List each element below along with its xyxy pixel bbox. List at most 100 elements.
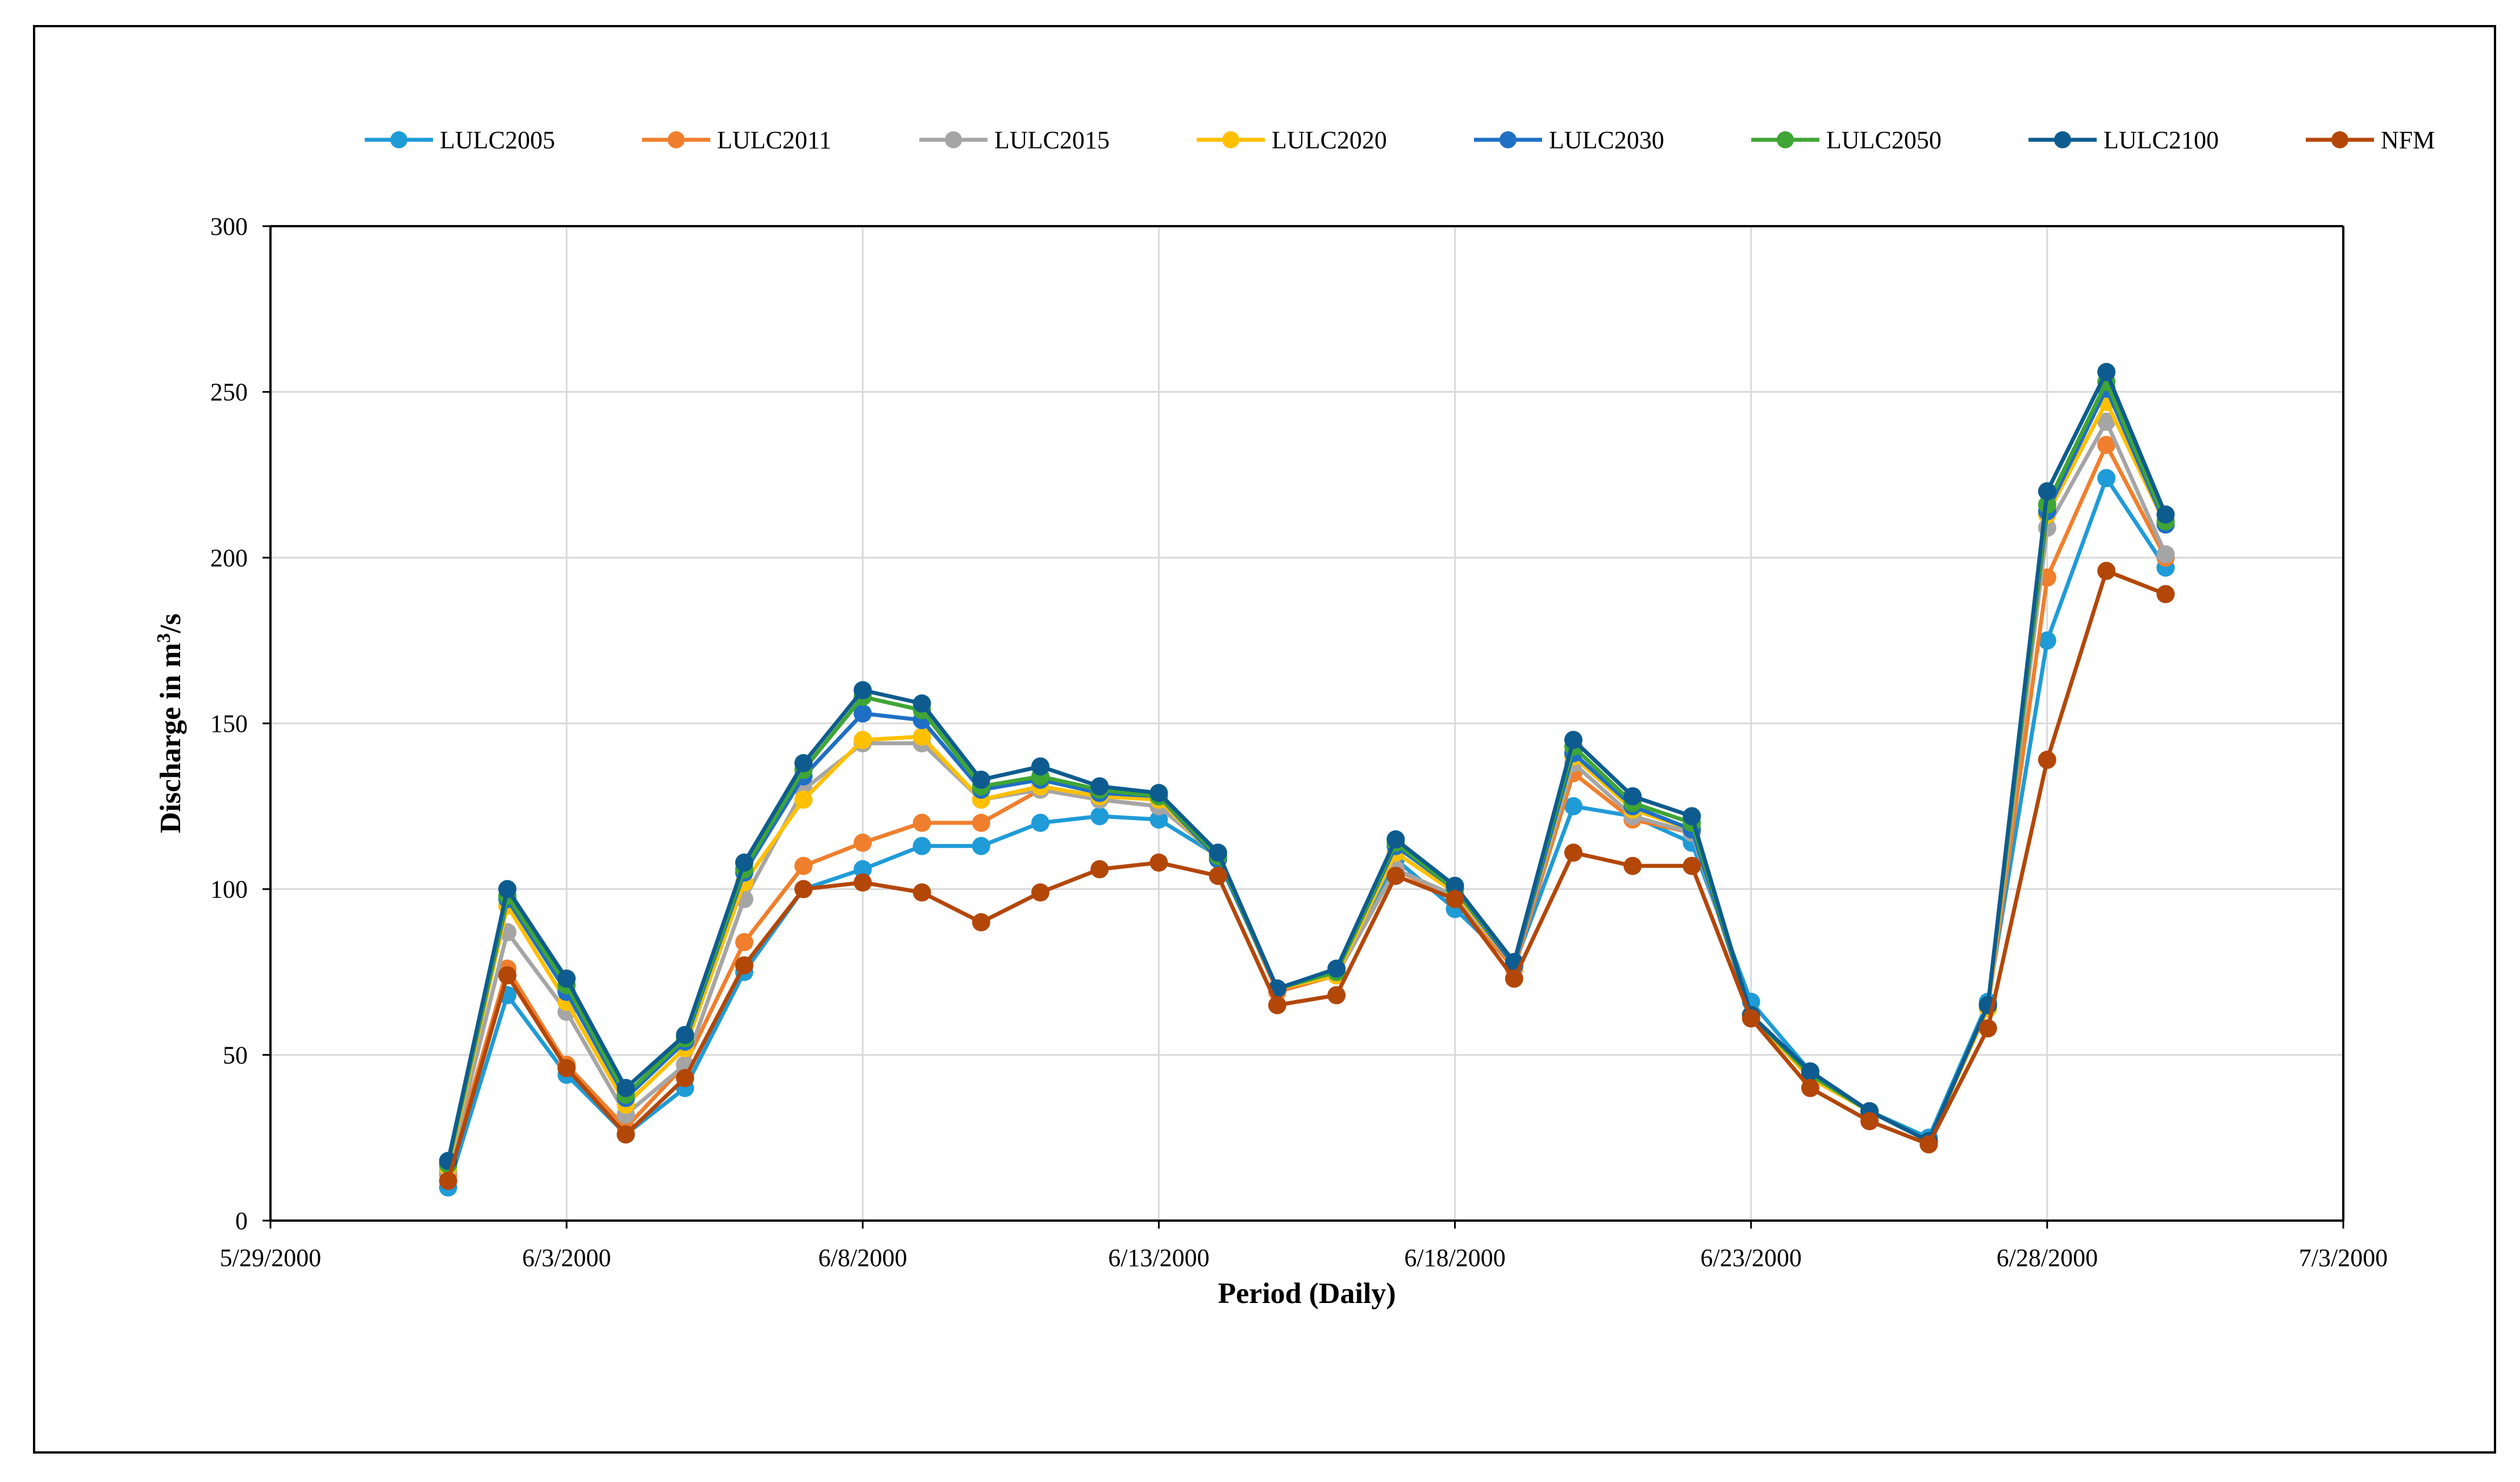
data-point	[676, 1069, 694, 1088]
data-point	[1090, 777, 1109, 796]
legend-marker	[1222, 131, 1239, 148]
data-point	[1090, 860, 1109, 879]
y-axis-title-suffix: /s	[155, 614, 187, 634]
x-axis-title: Period (Daily)	[1218, 1277, 1396, 1310]
legend-marker	[1499, 131, 1517, 148]
data-point	[972, 836, 990, 855]
y-tick-label: 300	[210, 213, 248, 240]
series-lines	[439, 363, 2175, 1197]
legend-entry: LULC2011	[642, 126, 831, 154]
y-tick-label: 200	[210, 544, 248, 572]
y-tick-label: 250	[210, 378, 248, 406]
chart-frame: 0 50 100 150 200 250 300 5/29/2000 6/3/2000 6/8/…	[33, 25, 2496, 1454]
data-point	[1978, 1019, 1997, 1038]
legend-entry: LULC2030	[1474, 126, 1664, 154]
series-line	[446, 370, 2168, 1162]
data-point	[913, 694, 931, 713]
legend-label: LULC2020	[1272, 126, 1387, 154]
data-point	[913, 883, 931, 902]
line-chart: 0 50 100 150 200 250 300 5/29/2000 6/3/2000 6/8/…	[153, 126, 2435, 1310]
data-point	[1682, 856, 1701, 875]
legend-marker	[2054, 131, 2071, 148]
data-point	[617, 1125, 635, 1144]
legend-marker	[2331, 131, 2348, 148]
legend-marker	[945, 131, 962, 148]
data-point	[1149, 784, 1168, 802]
data-point	[853, 873, 872, 892]
data-point	[1623, 856, 1642, 875]
legend-label: LULC2005	[440, 126, 555, 154]
legend-label: LULC2015	[994, 126, 1110, 154]
data-point	[1446, 876, 1464, 895]
x-tick-label: 6/28/2000	[1997, 1244, 2098, 1272]
data-point	[1149, 810, 1168, 829]
data-point	[557, 1059, 576, 1077]
data-point	[794, 790, 813, 809]
data-point	[498, 880, 517, 898]
series-lulc2100	[439, 363, 2175, 1170]
data-point	[676, 1026, 694, 1044]
data-point	[972, 814, 990, 832]
series-line	[446, 443, 2168, 1175]
data-point	[913, 836, 931, 855]
data-point	[1031, 814, 1049, 832]
data-point	[439, 1172, 457, 1190]
legend: LULC2005 LULC2011 LULC2015 LULC2020 LULC2030…	[365, 126, 2435, 154]
legend-marker	[390, 131, 407, 148]
legend-entry: LULC2005	[365, 126, 555, 154]
legend-entry: LULC2050	[1751, 126, 1942, 154]
y-axis-title: Discharge in m3/s	[153, 614, 188, 834]
data-point	[1327, 986, 1346, 1005]
data-point	[2038, 631, 2056, 650]
data-point	[2097, 413, 2116, 431]
data-point	[1386, 830, 1405, 849]
y-tick-labels: 0 50 100 150 200 250 300	[210, 213, 270, 1235]
x-tick-label: 7/3/2000	[2299, 1244, 2388, 1272]
data-point	[1090, 807, 1109, 826]
legend-label: NFM	[2381, 126, 2435, 154]
data-point	[1505, 969, 1523, 988]
legend-entry: NFM	[2306, 126, 2435, 154]
x-tick-labels: 5/29/2000 6/3/2000 6/8/2000 6/13/2000 6/18/2…	[220, 1221, 2388, 1272]
data-point	[1919, 1135, 1938, 1154]
data-point	[913, 727, 931, 746]
data-point	[1564, 797, 1583, 815]
data-point	[794, 754, 813, 772]
series-nfm	[439, 561, 2175, 1190]
data-point	[1327, 959, 1346, 978]
data-point	[1149, 854, 1168, 872]
x-tick-label: 6/3/2000	[522, 1244, 611, 1272]
data-point	[972, 913, 990, 931]
data-point	[1268, 996, 1286, 1014]
legend-entry: LULC2100	[2029, 126, 2219, 154]
data-point	[972, 771, 990, 789]
y-tick-label: 0	[235, 1207, 248, 1235]
data-point	[557, 969, 576, 988]
gridlines	[270, 225, 2344, 1221]
x-tick-label: 6/8/2000	[818, 1244, 907, 1272]
data-point	[2156, 545, 2175, 564]
x-tick-label: 6/18/2000	[1404, 1244, 1505, 1272]
data-point	[1801, 1079, 1819, 1097]
data-point	[2097, 469, 2116, 488]
data-point	[2038, 482, 2056, 501]
data-point	[2156, 585, 2175, 603]
legend-label: LULC2050	[1826, 126, 1942, 154]
data-point	[735, 956, 753, 975]
data-point	[498, 966, 517, 985]
legend-label: LULC2100	[2104, 126, 2219, 154]
x-tick-label: 6/13/2000	[1108, 1244, 1209, 1272]
data-point	[794, 856, 813, 875]
data-point	[735, 933, 753, 951]
data-point	[1623, 787, 1642, 806]
data-point	[1860, 1112, 1879, 1130]
data-point	[735, 854, 753, 872]
data-point	[1209, 843, 1227, 862]
data-point	[1386, 867, 1405, 885]
legend-label: LULC2011	[717, 126, 831, 154]
x-tick-label: 6/23/2000	[1700, 1244, 1801, 1272]
series-lulc2015	[439, 413, 2175, 1180]
data-point	[1742, 1009, 1760, 1028]
data-point	[2097, 363, 2116, 381]
data-point	[913, 814, 931, 832]
